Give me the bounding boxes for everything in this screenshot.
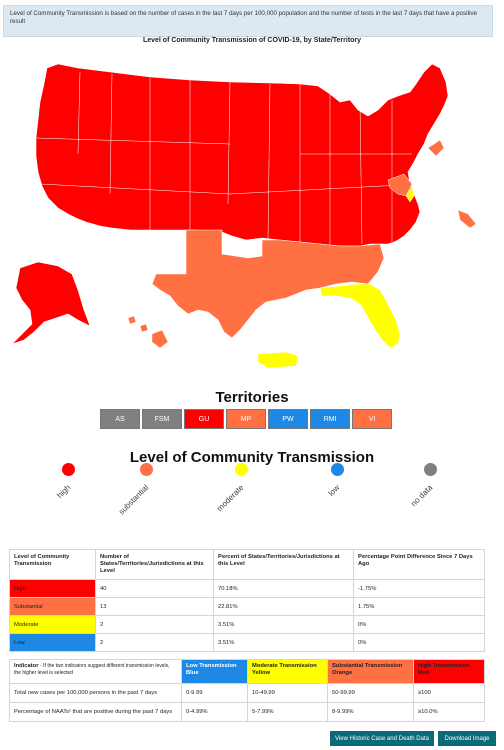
legend-item-no-data[interactable]: no data xyxy=(409,463,440,508)
indicator-label: Percentage of NAATs¹ that are positive d… xyxy=(9,702,182,722)
indicator-header: Indicator - If the two indicators sugges… xyxy=(9,659,182,684)
diff-cell: 0% xyxy=(353,633,485,652)
percent-cell: 3.51% xyxy=(213,633,354,652)
legend-dot-low xyxy=(331,463,344,476)
table-row: Substantial 13 22.81% 1.75% xyxy=(9,597,485,616)
territory-vi[interactable]: VI xyxy=(352,409,392,429)
legend-dot-no-data xyxy=(424,463,437,476)
puerto-rico-moderate[interactable] xyxy=(257,351,299,369)
download-image-button[interactable]: Download Image xyxy=(438,731,496,746)
indicator-value: ≥100 xyxy=(413,683,485,703)
mid-atlantic-moderate[interactable] xyxy=(405,185,415,203)
legend-dot-substantial xyxy=(140,463,153,476)
legend-item-substantial[interactable]: substantial xyxy=(117,463,156,516)
state-boundary-lines xyxy=(35,71,421,245)
level-table-header: Percentage Point Difference Since 7 Days… xyxy=(353,549,485,580)
count-cell: 2 xyxy=(95,633,214,652)
atlantic-territory-substantial[interactable] xyxy=(457,209,477,229)
territory-pw[interactable]: PW xyxy=(268,409,308,429)
legend-label-substantial: substantial xyxy=(116,483,151,517)
count-cell: 13 xyxy=(95,597,214,616)
level-table: Level of Community Transmission Number o… xyxy=(9,549,485,652)
territory-rmi[interactable]: RMI xyxy=(310,409,350,429)
indicator-value: ≥10.0% xyxy=(413,702,485,722)
legend-label-no-data: no data xyxy=(409,483,435,509)
indicator-value: 10-49.99 xyxy=(247,683,328,703)
alaska-high[interactable] xyxy=(11,261,91,345)
level-cell-low: Low xyxy=(9,633,96,652)
legend-item-low[interactable]: low xyxy=(327,463,347,498)
table-row: Moderate 2 3.51% 0% xyxy=(9,615,485,634)
table-row: Percentage of NAATs¹ that are positive d… xyxy=(9,702,485,722)
high-transmission-header: High Transmission Red xyxy=(413,659,485,684)
indicator-value: 50-99.99 xyxy=(327,683,414,703)
northeast-substantial-1[interactable] xyxy=(427,139,445,157)
diff-cell: 1.75% xyxy=(353,597,485,616)
territories-title: Territories xyxy=(215,389,289,406)
legend-item-high[interactable]: high xyxy=(55,463,78,500)
legend-item-moderate[interactable]: moderate xyxy=(215,463,251,513)
view-historic-data-button[interactable]: View Historic Case and Death Data xyxy=(330,731,434,746)
percent-cell: 70.18% xyxy=(213,579,354,598)
indicator-table: Indicator - If the two indicators sugges… xyxy=(9,659,485,722)
florida-moderate[interactable] xyxy=(319,283,401,349)
territory-fsm[interactable]: FSM xyxy=(142,409,182,429)
legend-label-high: high xyxy=(55,483,73,501)
territory-gu[interactable]: GU xyxy=(184,409,224,429)
count-cell: 40 xyxy=(95,579,214,598)
hawaii-substantial[interactable] xyxy=(127,315,169,349)
indicator-value: 0-4.99% xyxy=(181,702,248,722)
level-table-header: Level of Community Transmission xyxy=(9,549,96,580)
indicator-label: Total new cases per 100,000 persons in t… xyxy=(9,683,182,703)
map-title: Level of Community Transmission of COVID… xyxy=(142,37,362,44)
legend-title: Level of Community Transmission xyxy=(129,449,375,466)
legend-dot-moderate xyxy=(235,463,248,476)
territory-mp[interactable]: MP xyxy=(226,409,266,429)
contiguous-us-high-region[interactable] xyxy=(35,63,449,247)
indicator-value: 0-9.99 xyxy=(181,683,248,703)
indicator-header-title: Indicator xyxy=(14,663,39,669)
moderate-transmission-header: Moderate Transmission Yellow xyxy=(247,659,328,684)
southern-states-substantial[interactable] xyxy=(151,229,385,339)
count-cell: 2 xyxy=(95,615,214,634)
indicator-value: 8-9.99% xyxy=(327,702,414,722)
level-table-header: Number of States/Territories/Jurisdictio… xyxy=(95,549,214,580)
table-row: Low 2 3.51% 0% xyxy=(9,633,485,652)
level-cell-substantial: Substantial xyxy=(9,597,96,616)
indicator-value: 5-7.99% xyxy=(247,702,328,722)
info-note: Level of Community Transmission is based… xyxy=(3,5,493,37)
table-row: Total new cases per 100,000 persons in t… xyxy=(9,683,485,703)
us-transmission-map xyxy=(11,63,477,369)
percent-cell: 3.51% xyxy=(213,615,354,634)
legend-label-low: low xyxy=(326,483,342,498)
substantial-transmission-header: Substantial Transmission Orange xyxy=(327,659,414,684)
territories-row: AS FSM GU MP PW RMI VI xyxy=(100,409,394,429)
level-cell-moderate: Moderate xyxy=(9,615,96,634)
percent-cell: 22.81% xyxy=(213,597,354,616)
table-row: High 40 70.18% -1.75% xyxy=(9,579,485,598)
low-transmission-header: Low Transmission Blue xyxy=(181,659,248,684)
level-table-header: Percent of States/Territories/Jurisdicti… xyxy=(213,549,354,580)
legend-label-moderate: moderate xyxy=(215,483,246,514)
level-cell-high: High xyxy=(9,579,96,598)
legend-dot-high xyxy=(62,463,75,476)
diff-cell: 0% xyxy=(353,615,485,634)
territory-as[interactable]: AS xyxy=(100,409,140,429)
indicator-header-note: - If the two indicators suggest differen… xyxy=(14,663,170,676)
diff-cell: -1.75% xyxy=(353,579,485,598)
